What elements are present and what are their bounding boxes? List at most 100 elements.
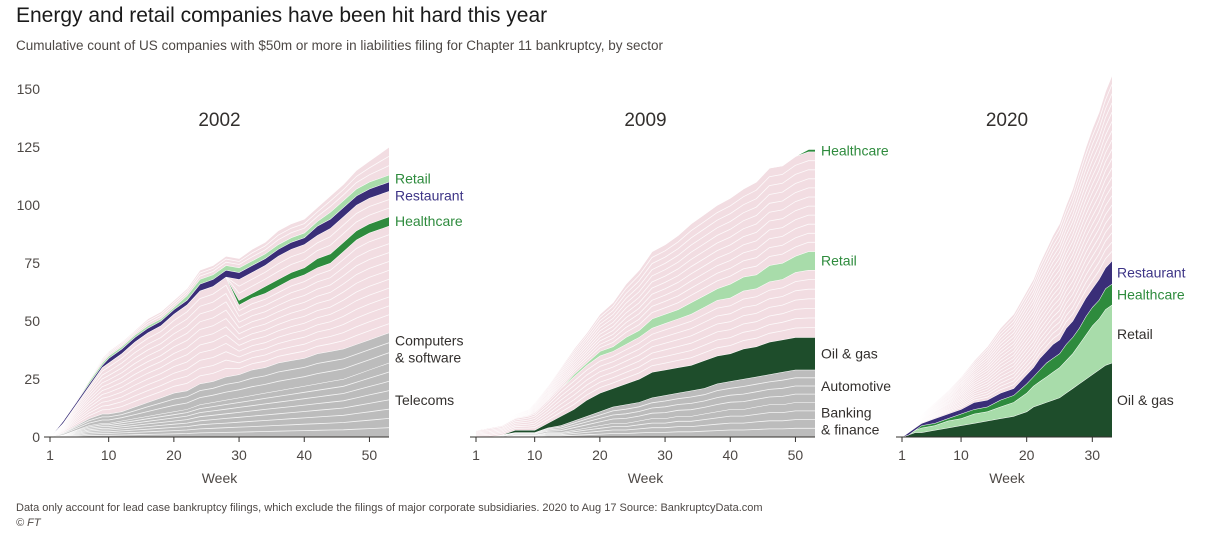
y-tick-label: 150: [17, 81, 41, 97]
company-line: [475, 205, 815, 431]
series-label: Oil & gas: [821, 345, 878, 361]
company-line: [901, 167, 1113, 438]
x-tick-label: 10: [527, 447, 543, 463]
company-line: [49, 234, 390, 438]
company-line: [901, 251, 1113, 438]
x-tick-label: 40: [722, 447, 738, 463]
series-label: Oil & gas: [1117, 392, 1174, 408]
company-line: [49, 352, 390, 438]
company-line: [476, 393, 815, 438]
series-label: Restaurant: [395, 187, 464, 203]
company-line: [49, 261, 390, 438]
y-tick-label: 25: [24, 371, 40, 387]
band-edge: [901, 74, 1113, 438]
company-line: [901, 130, 1113, 438]
series-label: Banking & finance: [821, 405, 880, 438]
company-line: [901, 102, 1113, 438]
area-layer: [902, 75, 1112, 437]
x-tick-label: 10: [101, 447, 117, 463]
company-line: [901, 158, 1113, 438]
chart-subtitle: Cumulative count of US companies with $5…: [16, 38, 664, 53]
company-line: [475, 279, 815, 432]
company-line: [49, 165, 390, 438]
company-line: [49, 287, 390, 438]
panel-title: 2002: [198, 110, 240, 131]
company-line: [475, 288, 815, 433]
x-tick-label: 30: [657, 447, 673, 463]
x-tick-label: 30: [231, 447, 247, 463]
company-line: [476, 410, 815, 438]
x-tick-label: 20: [166, 447, 182, 463]
company-line: [475, 317, 815, 436]
company-line: [901, 214, 1113, 438]
company-line: [901, 195, 1113, 438]
company-line: [476, 385, 815, 438]
y-tick-label: 125: [17, 139, 41, 155]
y-tick-label: 75: [24, 255, 40, 271]
company-line: [476, 419, 815, 438]
company-line: [49, 252, 390, 438]
company-line: [49, 371, 390, 438]
area-layer: [476, 369, 815, 437]
series-label: Healthcare: [395, 213, 463, 229]
x-tick-label: 50: [362, 447, 378, 463]
company-line: [49, 418, 390, 438]
x-tick-label: 1: [46, 447, 54, 463]
company-line: [49, 427, 390, 438]
company-line: [49, 380, 390, 438]
company-line: [49, 305, 390, 438]
band-edge: [475, 148, 815, 431]
company-line: [475, 223, 815, 431]
company-line: [475, 169, 815, 431]
company-line: [49, 314, 390, 438]
company-line: [475, 241, 815, 431]
y-tick-label: 0: [32, 429, 40, 445]
x-tick-label: 1: [898, 447, 906, 463]
band-edge: [49, 146, 390, 438]
company-line: [475, 160, 815, 431]
footnote: Data only account for lead case bankrupt…: [16, 502, 763, 514]
company-line: [901, 241, 1113, 438]
company-line: [901, 232, 1113, 438]
x-tick-label: 30: [1085, 447, 1101, 463]
company-line: [901, 139, 1113, 438]
company-line: [475, 232, 815, 431]
series-label: Restaurant: [1117, 264, 1186, 280]
company-line: [901, 93, 1113, 438]
company-line: [901, 176, 1113, 438]
company-line: [49, 243, 390, 438]
area-layer: [902, 362, 1112, 437]
series-label: Retail: [821, 253, 857, 269]
company-line: [49, 342, 390, 438]
area-layer: [50, 216, 389, 437]
area-layer: [902, 304, 1112, 437]
company-line: [475, 178, 815, 431]
company-line: [901, 186, 1113, 438]
series-label: Telecoms: [395, 392, 454, 408]
company-line: [476, 427, 815, 438]
x-tick-label: 20: [1019, 447, 1035, 463]
company-line: [901, 204, 1113, 438]
company-line: [49, 408, 390, 438]
company-line: [475, 214, 815, 431]
series-label: Retail: [395, 170, 431, 186]
company-line: [901, 84, 1113, 438]
x-tick-label: 1: [472, 447, 480, 463]
series-label: Healthcare: [821, 142, 889, 158]
series-label: Automotive: [821, 378, 891, 394]
company-line: [475, 298, 815, 434]
x-axis-label: Week: [989, 470, 1026, 486]
panel-title: 2009: [624, 110, 666, 131]
area-layer: [476, 337, 815, 437]
x-tick-label: 50: [788, 447, 804, 463]
company-line: [49, 278, 390, 438]
company-line: [49, 399, 390, 438]
x-tick-label: 10: [953, 447, 969, 463]
company-line: [49, 155, 390, 438]
area-layer: [50, 225, 389, 437]
panel-title: 2020: [986, 110, 1028, 131]
company-line: [901, 223, 1113, 438]
area-layer: [476, 270, 815, 437]
company-line: [49, 323, 390, 438]
